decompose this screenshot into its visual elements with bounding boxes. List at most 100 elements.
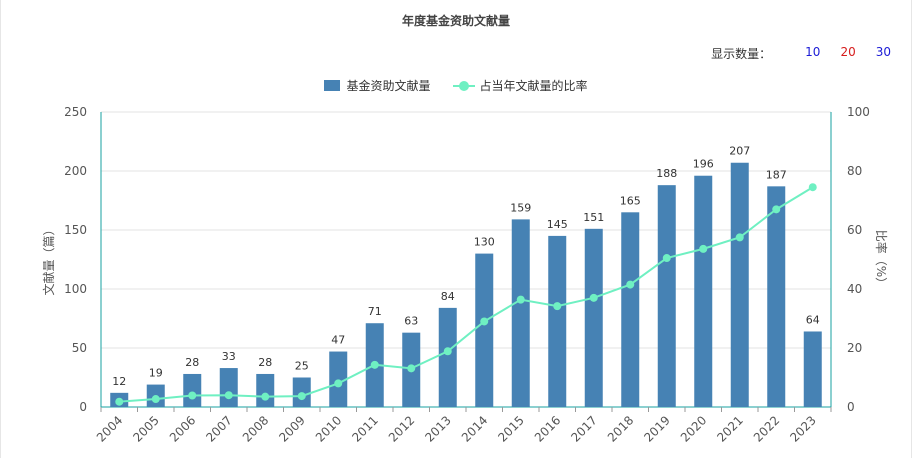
x-tick-label: 2013	[422, 413, 453, 444]
x-tick-label: 2021	[714, 413, 745, 444]
bar-value-label: 188	[656, 167, 677, 180]
bar	[219, 368, 238, 407]
bar	[475, 253, 494, 407]
ratio-point	[808, 183, 817, 192]
bar-value-label: 28	[258, 356, 272, 369]
bar-value-label: 33	[222, 350, 236, 363]
bar	[438, 307, 457, 407]
bar	[183, 373, 202, 407]
chart-legend: 基金资助文献量 占当年文献量的比率	[1, 77, 911, 94]
legend-bar-swatch	[324, 80, 341, 91]
bar	[511, 219, 530, 407]
bar-value-label: 47	[331, 334, 345, 347]
legend-bar-label: 基金资助文献量	[346, 79, 431, 93]
y2-axis-title: 比率（%）	[874, 230, 889, 289]
y-tick-label: 0	[79, 400, 87, 414]
y-tick-label: 150	[64, 223, 87, 237]
x-tick-label: 2006	[167, 413, 198, 444]
bar-value-label: 151	[583, 211, 604, 224]
ratio-point	[297, 392, 306, 401]
x-tick-label: 2017	[568, 413, 599, 444]
bar	[548, 235, 567, 407]
ratio-point	[699, 244, 708, 253]
x-tick-label: 2005	[130, 413, 161, 444]
legend-line-swatch	[452, 80, 475, 91]
y2-tick-label: 60	[847, 223, 862, 237]
bar-value-label: 84	[441, 290, 455, 303]
x-tick-label: 2022	[751, 413, 782, 444]
bar	[329, 351, 348, 407]
x-tick-label: 2009	[276, 413, 307, 444]
y2-tick-label: 20	[847, 341, 862, 355]
bar-value-label: 145	[547, 218, 568, 231]
legend-line-label: 占当年文献量的比率	[479, 79, 588, 93]
x-tick-label: 2018	[605, 413, 636, 444]
ratio-point	[115, 397, 124, 406]
legend-item-line-series[interactable]: 占当年文献量的比率	[452, 77, 588, 94]
x-tick-label: 2008	[240, 413, 271, 444]
ratio-point	[626, 280, 635, 289]
bar	[730, 162, 749, 407]
x-tick-label: 2004	[94, 413, 125, 444]
x-tick-label: 2023	[787, 413, 818, 444]
ratio-point	[772, 205, 781, 214]
bar-value-label: 28	[185, 356, 199, 369]
bar	[694, 175, 713, 407]
ratio-point	[589, 293, 598, 302]
display-count-label: 显示数量：	[711, 47, 772, 61]
bar-value-label: 187	[766, 168, 787, 181]
bar	[803, 331, 822, 407]
bar	[657, 185, 676, 407]
ratio-point	[516, 295, 525, 304]
y2-tick-label: 100	[847, 105, 870, 119]
x-tick-label: 2020	[678, 413, 709, 444]
ratio-point	[480, 317, 489, 326]
y-axis-title: 文献量（篇）	[41, 223, 56, 295]
bar	[584, 228, 603, 407]
ratio-point	[735, 233, 744, 242]
ratio-point	[188, 391, 197, 400]
chart-title: 年度基金资助文献量	[401, 14, 510, 28]
bar-value-label: 12	[112, 375, 126, 388]
bar-value-label: 196	[693, 158, 714, 171]
y2-tick-label: 0	[847, 400, 855, 414]
x-tick-label: 2011	[349, 413, 380, 444]
bar-value-label: 25	[295, 360, 309, 373]
ratio-point	[224, 391, 233, 400]
x-tick-label: 2012	[386, 413, 417, 444]
bar	[621, 212, 640, 407]
bar-value-label: 64	[806, 313, 820, 326]
y-tick-label: 250	[64, 105, 87, 119]
x-tick-label: 2010	[313, 413, 344, 444]
display-count-option-20[interactable]: 20	[840, 45, 856, 59]
x-tick-label: 2014	[459, 413, 490, 444]
ratio-point	[334, 379, 343, 388]
display-count-selector: 显示数量： 10 20 30	[711, 45, 891, 62]
x-tick-label: 2016	[532, 413, 563, 444]
ratio-series-line	[119, 186, 814, 403]
x-tick-label: 2015	[495, 413, 526, 444]
bar-value-label: 207	[729, 145, 750, 158]
x-tick-label: 2019	[641, 413, 672, 444]
ratio-point	[151, 395, 160, 404]
ratio-point	[553, 302, 562, 311]
y2-tick-label: 80	[847, 164, 862, 178]
display-count-option-30[interactable]: 30	[875, 45, 891, 59]
legend-item-bar-series[interactable]: 基金资助文献量	[324, 77, 431, 94]
bar	[256, 373, 275, 407]
bar-value-label: 63	[404, 315, 418, 328]
y2-tick-label: 40	[847, 282, 862, 296]
ratio-point	[407, 364, 416, 373]
ratio-point	[261, 392, 270, 401]
y-tick-label: 200	[64, 164, 87, 178]
bar-value-label: 71	[368, 305, 382, 318]
bar-value-label: 130	[474, 236, 495, 249]
bar	[767, 186, 786, 407]
display-count-option-10[interactable]: 10	[805, 45, 821, 59]
bar-value-label: 159	[510, 201, 531, 214]
ratio-point	[662, 254, 671, 263]
x-tick-label: 2007	[203, 413, 234, 444]
bar-value-label: 165	[620, 194, 641, 207]
